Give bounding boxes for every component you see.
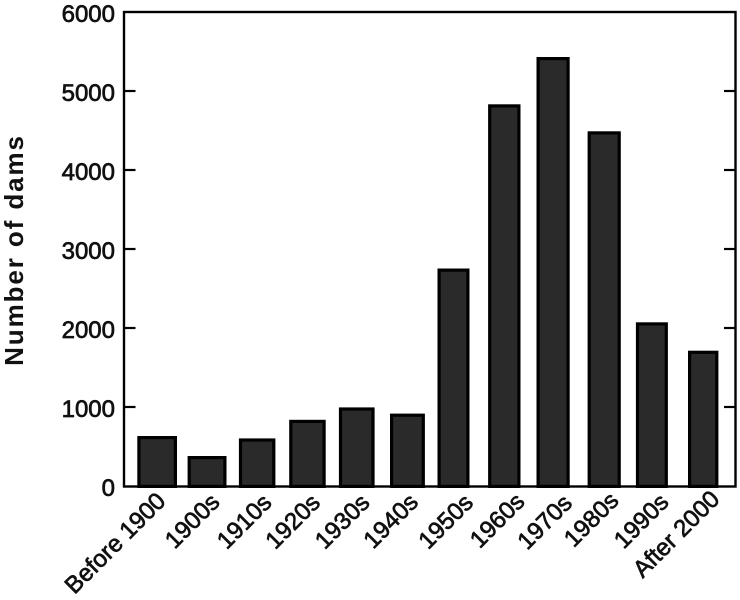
svg-text:6000: 6000 [62,1,115,28]
svg-text:1980s: 1980s [559,487,624,552]
svg-text:1920s: 1920s [260,489,325,554]
svg-text:2000: 2000 [62,317,115,344]
svg-text:3000: 3000 [62,238,115,265]
svg-text:1950s: 1950s [413,489,478,554]
svg-text:1930s: 1930s [310,489,375,554]
svg-text:1000: 1000 [62,396,115,423]
svg-text:1940s: 1940s [358,489,423,554]
svg-text:Number of dams: Number of dams [0,134,29,366]
svg-text:4000: 4000 [62,159,115,186]
svg-text:1900s: 1900s [160,489,225,554]
svg-text:5000: 5000 [62,80,115,107]
svg-text:Before 1900: Before 1900 [60,488,172,600]
svg-text:0: 0 [102,475,115,502]
svg-text:1910s: 1910s [212,489,277,554]
